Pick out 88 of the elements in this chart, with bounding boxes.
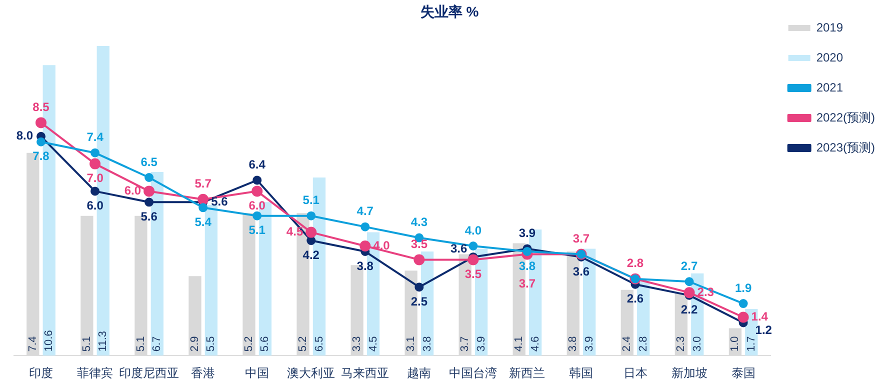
- data-label: 5.1: [302, 193, 320, 208]
- data-label: 10.6: [43, 330, 56, 352]
- legend-label: 2020: [816, 50, 844, 64]
- x-tick-label: 印度尼西亚: [119, 366, 180, 380]
- data-label: 6.5: [313, 336, 326, 352]
- data-label: 5.5: [205, 336, 218, 352]
- data-label: 5.1: [248, 223, 266, 238]
- data-label: 7.8: [32, 149, 50, 164]
- x-tick-label: 新加坡: [671, 366, 708, 380]
- x-tick-label: 香港: [191, 366, 216, 380]
- data-label: 3.5: [410, 237, 428, 252]
- x-tick-label: 菲律宾: [77, 366, 114, 380]
- data-label: 2.7: [680, 258, 698, 273]
- data-label: 2.5: [410, 294, 428, 308]
- data-label: 2.9: [189, 336, 202, 352]
- data-label: 5.7: [194, 176, 212, 191]
- data-label: 4.0: [464, 223, 482, 238]
- data-label: 3.7: [518, 276, 536, 291]
- data-label: 8.5: [32, 100, 50, 114]
- data-label: 5.6: [140, 209, 158, 224]
- data-label: 3.3: [351, 336, 364, 352]
- data-label: 5.2: [297, 336, 310, 352]
- data-label: 11.3: [97, 331, 110, 352]
- chart-title: 失业率 %: [420, 3, 480, 20]
- data-label: 5.4: [194, 214, 212, 229]
- data-label: 3.9: [583, 336, 596, 352]
- data-label: 3.8: [421, 336, 434, 352]
- data-label: 3.7: [572, 232, 590, 246]
- data-label: 1.4: [751, 310, 768, 324]
- data-label: 2.8: [637, 336, 650, 352]
- data-label: 3.5: [464, 267, 482, 282]
- x-tick-label: 澳大利亚: [287, 366, 336, 380]
- data-label: 3.8: [518, 258, 536, 273]
- data-label: 1.0: [729, 336, 742, 352]
- data-label: 3.8: [567, 336, 580, 352]
- data-label: 5.6: [211, 194, 228, 208]
- x-tick-label: 泰国: [731, 366, 756, 380]
- data-label: 6.7: [151, 336, 164, 352]
- x-tick-label: 印度: [29, 366, 54, 380]
- data-label: 4.6: [529, 336, 542, 352]
- data-label: 4.5: [367, 336, 380, 352]
- data-label: 6.0: [248, 198, 266, 213]
- data-label: 3.9: [475, 336, 488, 352]
- legend-label: 2023(预测): [816, 140, 876, 154]
- x-tick-label: 新西兰: [509, 366, 546, 380]
- legend-label: 2019: [816, 20, 844, 34]
- x-tick-label: 越南: [407, 366, 432, 380]
- data-label: 3.1: [405, 336, 418, 352]
- data-label: 3.6: [450, 241, 468, 256]
- x-tick-label: 日本: [623, 366, 648, 380]
- data-label: 7.4: [86, 130, 104, 144]
- data-label: 4.0: [373, 238, 390, 252]
- data-label: 7.0: [86, 171, 104, 186]
- legend-label: 2021: [816, 80, 844, 94]
- data-label: 4.7: [356, 204, 374, 218]
- data-label: 2.2: [680, 302, 698, 317]
- legend-label: 2022(预测): [816, 110, 876, 124]
- data-label: 3.8: [356, 258, 374, 273]
- data-label: 5.1: [80, 336, 93, 352]
- x-tick-label: 中国: [245, 366, 270, 380]
- data-label: 3.6: [572, 264, 590, 278]
- data-label: 7.4: [26, 336, 39, 352]
- data-label: 5.6: [259, 336, 272, 352]
- data-label: 2.4: [621, 336, 634, 352]
- data-label: 2.3: [675, 336, 688, 352]
- data-label: 2.8: [626, 256, 644, 270]
- x-tick-label: 韩国: [569, 366, 594, 380]
- data-label: 4.1: [513, 336, 526, 352]
- data-label: 1.9: [734, 280, 752, 295]
- data-label: 6.4: [248, 158, 266, 172]
- data-label: 4.5: [286, 224, 304, 239]
- x-tick-label: 马来西亚: [341, 366, 390, 380]
- data-label: 5.1: [134, 336, 147, 352]
- data-label: 1.7: [745, 336, 758, 352]
- data-label: 3.7: [459, 336, 472, 352]
- data-label: 1.2: [755, 323, 772, 338]
- data-label: 4.2: [302, 248, 320, 262]
- data-label: 3.9: [518, 226, 536, 240]
- data-label: 4.3: [410, 215, 428, 230]
- data-label: 2.3: [697, 284, 714, 299]
- data-label: 2.6: [626, 292, 644, 306]
- data-label: 6.0: [86, 198, 104, 213]
- data-label: 3.0: [691, 336, 704, 352]
- data-label: 5.2: [243, 336, 256, 352]
- data-label: 8.0: [16, 128, 34, 143]
- x-tick-label: 中国台湾: [449, 366, 498, 380]
- data-label: 6.0: [124, 184, 142, 198]
- data-label: 6.5: [140, 154, 158, 169]
